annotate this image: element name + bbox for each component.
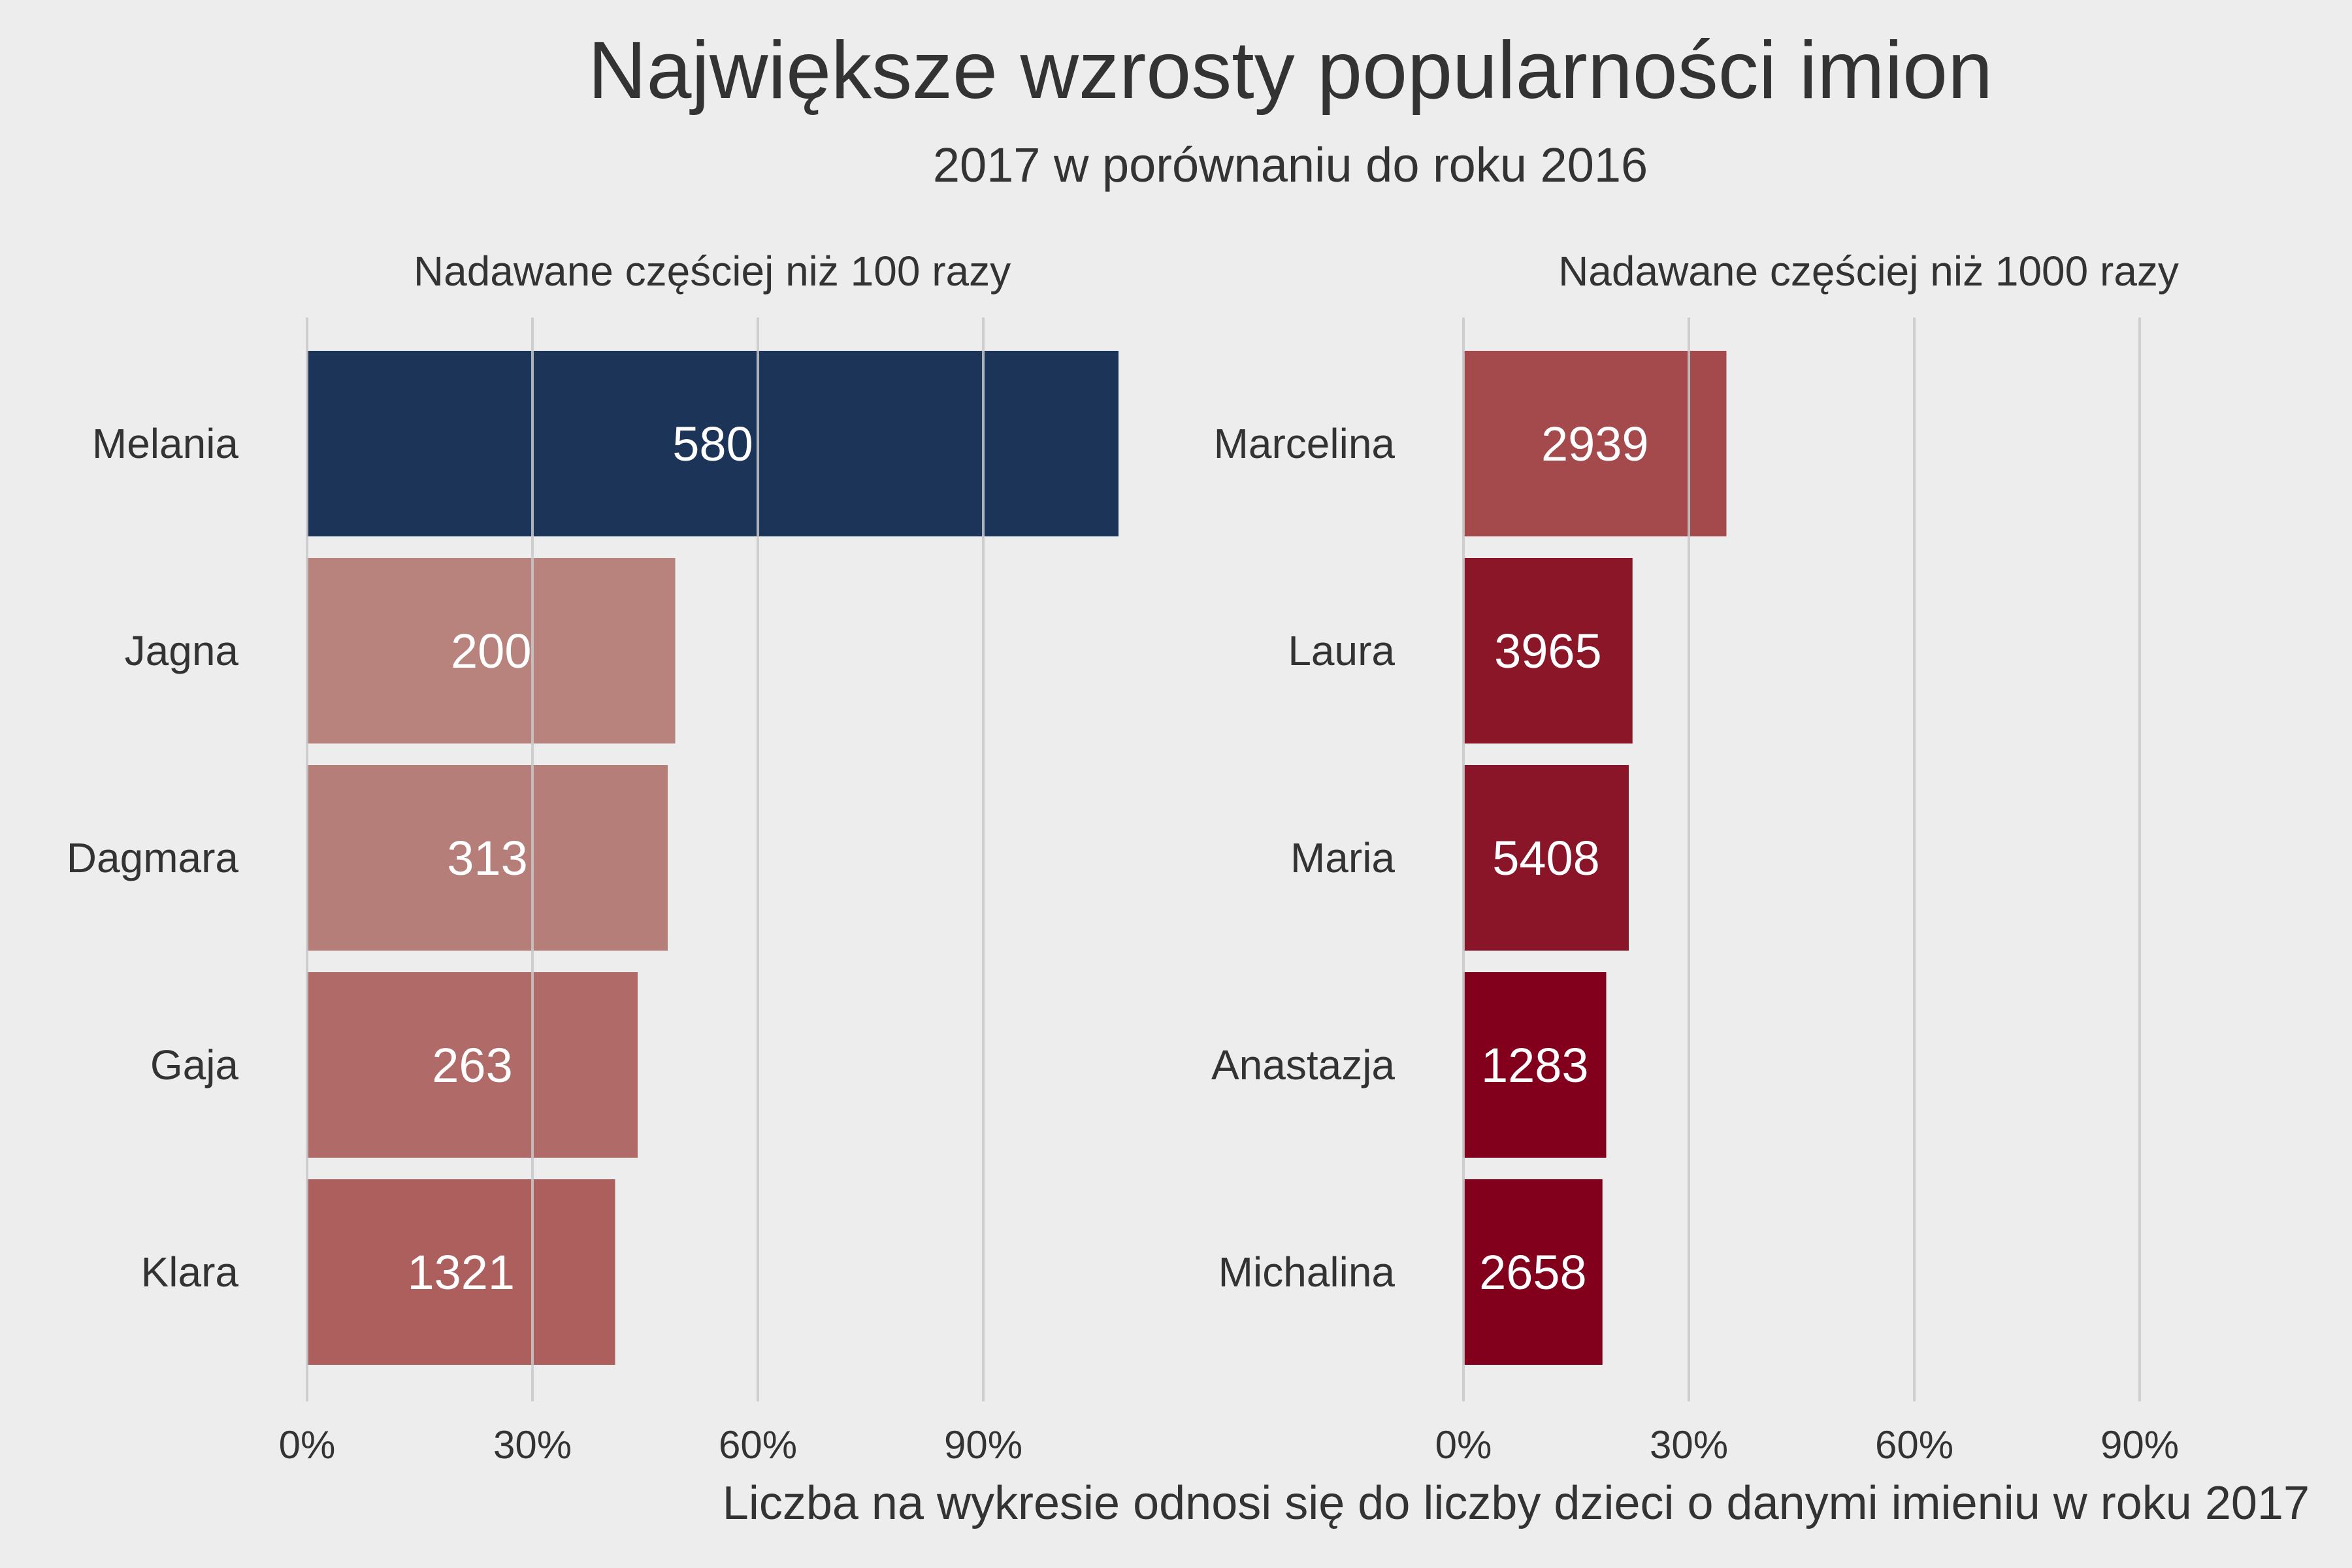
- left-panel-value-labels: 580 200 313 263 1321: [407, 417, 753, 1299]
- right-tick-label-60: 60%: [1875, 1423, 1953, 1467]
- right-category-label-laura: Laura: [1288, 627, 1395, 674]
- left-tick-label-0: 0%: [279, 1423, 336, 1467]
- left-value-label-jagna: 200: [451, 624, 531, 678]
- right-tick-label-0: 0%: [1435, 1423, 1492, 1467]
- right-category-label-maria: Maria: [1290, 834, 1395, 881]
- right-panel-value-labels: 2939 3965 5408 1283 2658: [1479, 417, 1649, 1299]
- right-panel-bars: [1463, 351, 1727, 1365]
- left-value-label-gaja: 263: [432, 1038, 512, 1092]
- left-tick-label-30: 30%: [493, 1423, 572, 1467]
- right-value-label-laura: 3965: [1494, 624, 1602, 678]
- left-category-label-melania: Melania: [92, 420, 239, 467]
- left-panel-category-labels: Melania Jagna Dagmara Gaja Klara: [67, 420, 239, 1296]
- left-panel-tick-labels: 0% 30% 60% 90%: [279, 1423, 1022, 1467]
- right-category-label-marcelina: Marcelina: [1214, 420, 1396, 467]
- right-category-label-michalina: Michalina: [1218, 1249, 1396, 1296]
- left-panel-bars: [307, 351, 1119, 1365]
- right-value-label-marcelina: 2939: [1541, 417, 1649, 471]
- left-panel-title: Nadawane częściej niż 100 razy: [414, 248, 1011, 295]
- left-value-label-melania: 580: [672, 417, 753, 471]
- right-bar-michalina: [1463, 1179, 1603, 1365]
- right-panel-gridlines: [1462, 318, 2141, 1401]
- right-bar-maria: [1463, 765, 1629, 951]
- left-category-label-jagna: Jagna: [125, 627, 239, 674]
- right-tick-label-30: 30%: [1650, 1423, 1728, 1467]
- left-tick-label-60: 60%: [719, 1423, 797, 1467]
- right-tick-label-90: 90%: [2100, 1423, 2179, 1467]
- right-value-label-anastazja: 1283: [1481, 1038, 1589, 1092]
- left-category-label-klara: Klara: [141, 1249, 239, 1296]
- left-category-label-dagmara: Dagmara: [67, 834, 239, 881]
- right-category-label-anastazja: Anastazja: [1211, 1041, 1395, 1088]
- left-panel-gridlines: [306, 318, 985, 1401]
- chart-title: Największe wzrosty popularności imion: [588, 25, 1993, 116]
- right-panel-category-labels: Marcelina Laura Maria Anastazja Michalina: [1211, 420, 1395, 1296]
- left-panel: Nadawane częściej niż 100 razy 580 200 313…: [67, 248, 1119, 1467]
- left-bar-klara: [307, 1179, 615, 1365]
- left-bar-gaja: [307, 972, 638, 1158]
- left-value-label-dagmara: 313: [447, 831, 527, 885]
- right-bar-laura: [1463, 558, 1633, 743]
- right-bar-anastazja: [1463, 972, 1607, 1158]
- left-value-label-klara: 1321: [407, 1245, 515, 1299]
- right-bar-marcelina: [1463, 351, 1727, 536]
- right-panel-tick-labels: 0% 30% 60% 90%: [1435, 1423, 2179, 1467]
- left-tick-label-90: 90%: [944, 1423, 1022, 1467]
- right-value-label-michalina: 2658: [1479, 1245, 1587, 1299]
- left-bar-jagna: [307, 558, 676, 743]
- left-category-label-gaja: Gaja: [150, 1041, 239, 1088]
- chart-subtitle: 2017 w porównaniu do roku 2016: [933, 138, 1648, 192]
- left-bar-dagmara: [307, 765, 668, 951]
- chart-footnote: Liczba na wykresie odnosi się do liczby …: [723, 1477, 2310, 1529]
- right-panel: Nadawane częściej niż 1000 razy 2939 3965…: [1211, 248, 2179, 1467]
- right-panel-title: Nadawane częściej niż 1000 razy: [1558, 248, 2179, 295]
- right-value-label-maria: 5408: [1492, 831, 1600, 885]
